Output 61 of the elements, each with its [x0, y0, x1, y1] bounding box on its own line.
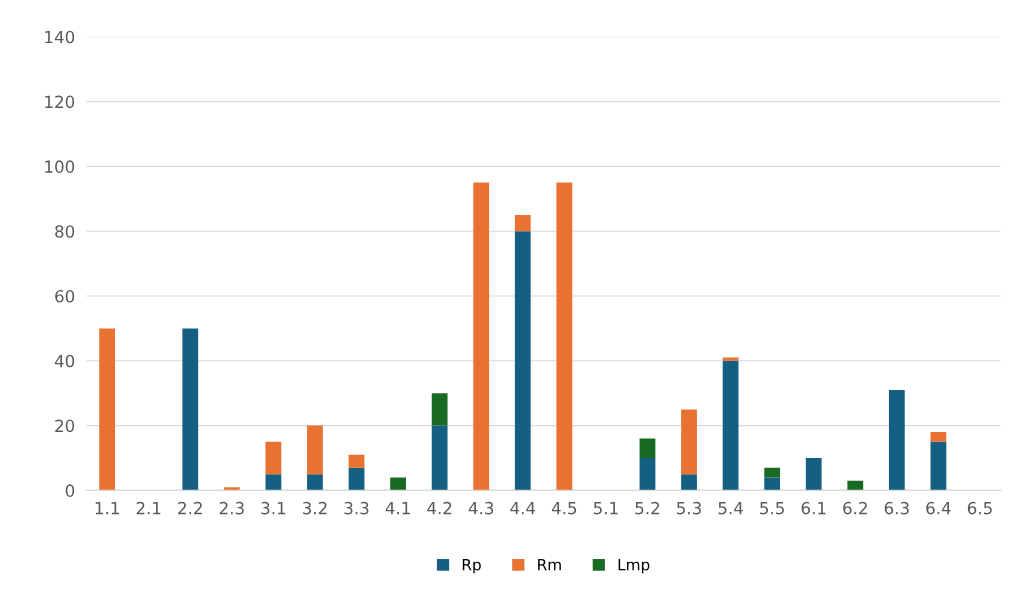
x-tick-label: 3.3: [344, 501, 369, 515]
x-tick-label: 6.5: [967, 501, 992, 515]
x-tick-label: 2.1: [136, 501, 161, 515]
bar: [930, 441, 947, 491]
bar: [681, 409, 697, 475]
y-tick-label: 140: [45, 30, 75, 44]
x-tick-label: 6.1: [801, 501, 826, 515]
bar: [99, 328, 116, 491]
x-tick-label: 3.1: [261, 501, 286, 515]
y-tick-label: 0: [65, 484, 75, 497]
x-tick-label: 6.4: [926, 501, 951, 515]
x-tick-label: 6.2: [843, 501, 867, 515]
x-tick-label: 4.4: [510, 502, 536, 515]
bar: [722, 360, 739, 491]
x-tick-label: 4.5: [551, 502, 577, 515]
legend-label: Rm: [538, 559, 561, 571]
bar: [514, 214, 531, 232]
bar: [473, 182, 490, 491]
bar: [431, 393, 448, 426]
x-tick-label: 5.3: [677, 501, 701, 515]
x-tick-label: 2.3: [219, 501, 244, 515]
y-tick-label: 80: [55, 225, 75, 238]
x-tick-label: 5.5: [760, 502, 784, 515]
bar: [764, 477, 781, 491]
x-tick-label: 5.1: [593, 502, 618, 515]
x-tick-label: 5.2: [635, 501, 660, 515]
x-tick-label: 2.2: [178, 501, 202, 515]
bar: [639, 458, 656, 491]
bar: [681, 474, 697, 491]
bar: [223, 487, 240, 491]
x-tick-label: 4.1: [385, 502, 410, 515]
bar: [307, 474, 323, 491]
bar: [265, 474, 282, 491]
y-tick-label: 120: [45, 95, 75, 109]
bar: [764, 467, 781, 478]
bar: [639, 438, 656, 458]
bar: [390, 477, 406, 491]
bar: [307, 425, 323, 475]
bar: [348, 454, 365, 468]
y-tick-label: 60: [55, 289, 75, 303]
bar: [556, 182, 573, 491]
x-tick-label: 5.4: [718, 502, 743, 515]
y-tick-label: 40: [54, 354, 75, 368]
y-tick-label: 100: [45, 160, 75, 173]
x-tick-label: 6.3: [884, 501, 909, 515]
bar: [348, 467, 365, 491]
legend-label: Rp: [462, 559, 481, 574]
x-tick-label: 3.2: [302, 501, 327, 515]
x-tick-label: 4.3: [468, 501, 494, 515]
bar: [182, 328, 199, 491]
bar: [805, 458, 822, 491]
y-tick-label: 20: [55, 419, 75, 433]
bar: [431, 425, 448, 491]
bar: [847, 480, 864, 491]
x-tick-label: 1.1: [95, 502, 119, 515]
bar: [514, 231, 531, 491]
bar: [265, 441, 282, 475]
bar: [930, 432, 947, 442]
legend-label: Lmp: [618, 559, 650, 574]
x-tick-label: 4.2: [427, 501, 452, 515]
bar: [888, 389, 905, 491]
